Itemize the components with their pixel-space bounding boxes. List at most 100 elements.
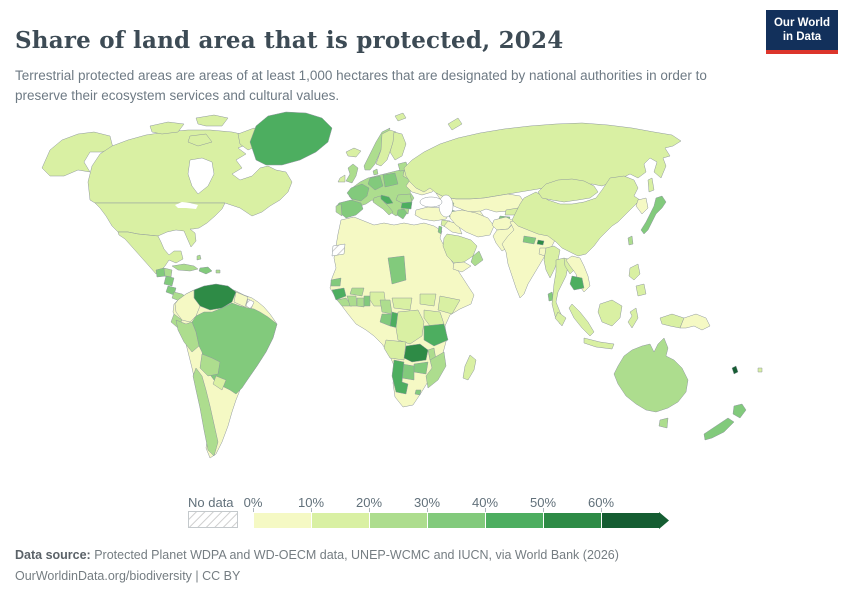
country-benin[interactable]: [363, 295, 371, 307]
country-tanzania[interactable]: [423, 323, 449, 347]
country-indonesia-java[interactable]: [583, 337, 615, 350]
country-car[interactable]: [391, 297, 413, 311]
country-japan[interactable]: [640, 195, 667, 235]
country-ireland[interactable]: [337, 174, 346, 183]
country-madagascar[interactable]: [462, 354, 477, 381]
country-philippines-luzon[interactable]: [628, 263, 641, 281]
legend-bin-3[interactable]: [427, 512, 486, 529]
country-cuba[interactable]: [171, 263, 199, 272]
country-drc[interactable]: [395, 309, 425, 345]
country-ethiopia[interactable]: [437, 295, 461, 315]
country-south-sudan[interactable]: [419, 293, 437, 307]
country-australia[interactable]: [613, 337, 689, 413]
legend-bin-2[interactable]: [369, 512, 428, 529]
country-new-zealand-south[interactable]: [703, 417, 735, 441]
country-lesotho[interactable]: [414, 389, 422, 396]
country-united-states[interactable]: [94, 202, 226, 248]
country-canada-arctic-1[interactable]: [149, 121, 185, 135]
country-zimbabwe[interactable]: [413, 361, 429, 375]
country-peru[interactable]: [175, 319, 200, 353]
country-novaya-zemlya[interactable]: [447, 117, 463, 131]
country-cambodia[interactable]: [569, 275, 585, 291]
country-bolivia[interactable]: [199, 353, 221, 377]
country-yemen[interactable]: [452, 261, 472, 273]
country-germany[interactable]: [367, 175, 384, 191]
country-guinea[interactable]: [331, 287, 347, 301]
country-bhutan[interactable]: [536, 239, 545, 246]
country-indonesia-sumatra[interactable]: [568, 303, 595, 337]
legend-bin-5[interactable]: [543, 512, 602, 529]
country-taiwan[interactable]: [627, 235, 634, 246]
country-nepal[interactable]: [522, 235, 537, 245]
country-portugal[interactable]: [335, 203, 343, 217]
country-greece[interactable]: [396, 208, 408, 220]
country-puerto-rico[interactable]: [215, 269, 221, 274]
legend-bin-6[interactable]: [601, 512, 660, 529]
owid-link[interactable]: OurWorldinData.org/biodiversity: [15, 568, 192, 583]
country-new-caledonia[interactable]: [731, 365, 739, 375]
country-croatia[interactable]: [380, 194, 394, 205]
country-new-zealand-north[interactable]: [732, 403, 747, 419]
country-senegal[interactable]: [330, 277, 342, 287]
legend-tick-4: 40%: [471, 495, 499, 510]
country-israel[interactable]: [437, 225, 443, 235]
country-korea[interactable]: [635, 197, 649, 215]
legend-bin-1[interactable]: [311, 512, 370, 529]
country-cameroon[interactable]: [379, 299, 393, 315]
country-ghana[interactable]: [356, 297, 365, 308]
country-sakhalin[interactable]: [647, 177, 655, 193]
country-mongolia[interactable]: [537, 178, 599, 203]
legend-no-data-label: No data: [188, 495, 234, 510]
country-canada-victoria[interactable]: [187, 133, 213, 147]
country-iceland[interactable]: [345, 147, 362, 158]
country-myanmar[interactable]: [543, 245, 561, 279]
country-western-sahara[interactable]: [331, 243, 346, 257]
country-angola[interactable]: [383, 339, 407, 361]
country-france[interactable]: [346, 183, 370, 202]
legend-no-data-swatch[interactable]: [188, 511, 238, 528]
country-philippines-mindanao[interactable]: [635, 283, 647, 297]
legend-bin-4[interactable]: [485, 512, 544, 529]
country-malaysia[interactable]: [554, 311, 567, 327]
country-zambia[interactable]: [403, 343, 429, 363]
country-china[interactable]: [511, 175, 641, 257]
country-indonesia-borneo[interactable]: [597, 299, 623, 327]
country-honduras[interactable]: [163, 267, 173, 278]
country-alaska[interactable]: [41, 131, 114, 177]
legend-bin-0[interactable]: [253, 512, 312, 529]
chart-footer: Data source: Protected Planet WDPA and W…: [15, 545, 835, 586]
country-oman[interactable]: [470, 250, 484, 267]
country-vietnam[interactable]: [565, 255, 591, 293]
country-indonesia-sulawesi[interactable]: [627, 307, 639, 329]
country-finland[interactable]: [389, 131, 407, 161]
country-greenland[interactable]: [249, 111, 333, 166]
country-chad[interactable]: [387, 255, 407, 285]
country-united-kingdom[interactable]: [345, 163, 359, 184]
country-chile[interactable]: [192, 367, 219, 457]
country-nicaragua[interactable]: [163, 275, 175, 287]
hudson-bay: [187, 157, 215, 195]
country-namibia[interactable]: [391, 359, 409, 395]
cc-by-link[interactable]: CC BY: [202, 568, 241, 583]
country-mexico[interactable]: [117, 231, 184, 275]
country-fiji[interactable]: [757, 367, 763, 373]
country-sweden[interactable]: [375, 129, 397, 167]
country-hispaniola[interactable]: [198, 266, 213, 275]
country-poland[interactable]: [382, 172, 399, 188]
legend-tick-6: 60%: [587, 495, 615, 510]
owid-logo[interactable]: Our World in Data: [766, 10, 838, 54]
country-bahamas[interactable]: [196, 254, 202, 261]
country-paraguay[interactable]: [212, 375, 227, 391]
country-papua-new-guinea[interactable]: [679, 313, 711, 331]
legend-tick-5: 50%: [529, 495, 557, 510]
country-svalbard[interactable]: [394, 112, 407, 122]
country-mozambique[interactable]: [425, 351, 447, 389]
data-source-text: Protected Planet WDPA and WD-OECM data, …: [90, 548, 619, 562]
country-tasmania[interactable]: [658, 417, 669, 429]
country-burkina-faso[interactable]: [349, 287, 365, 297]
country-denmark[interactable]: [372, 168, 379, 176]
country-canada-arctic-2[interactable]: [195, 114, 229, 127]
country-iran[interactable]: [449, 209, 495, 238]
country-bulgaria[interactable]: [400, 201, 413, 210]
country-indonesia-papua[interactable]: [659, 313, 685, 329]
